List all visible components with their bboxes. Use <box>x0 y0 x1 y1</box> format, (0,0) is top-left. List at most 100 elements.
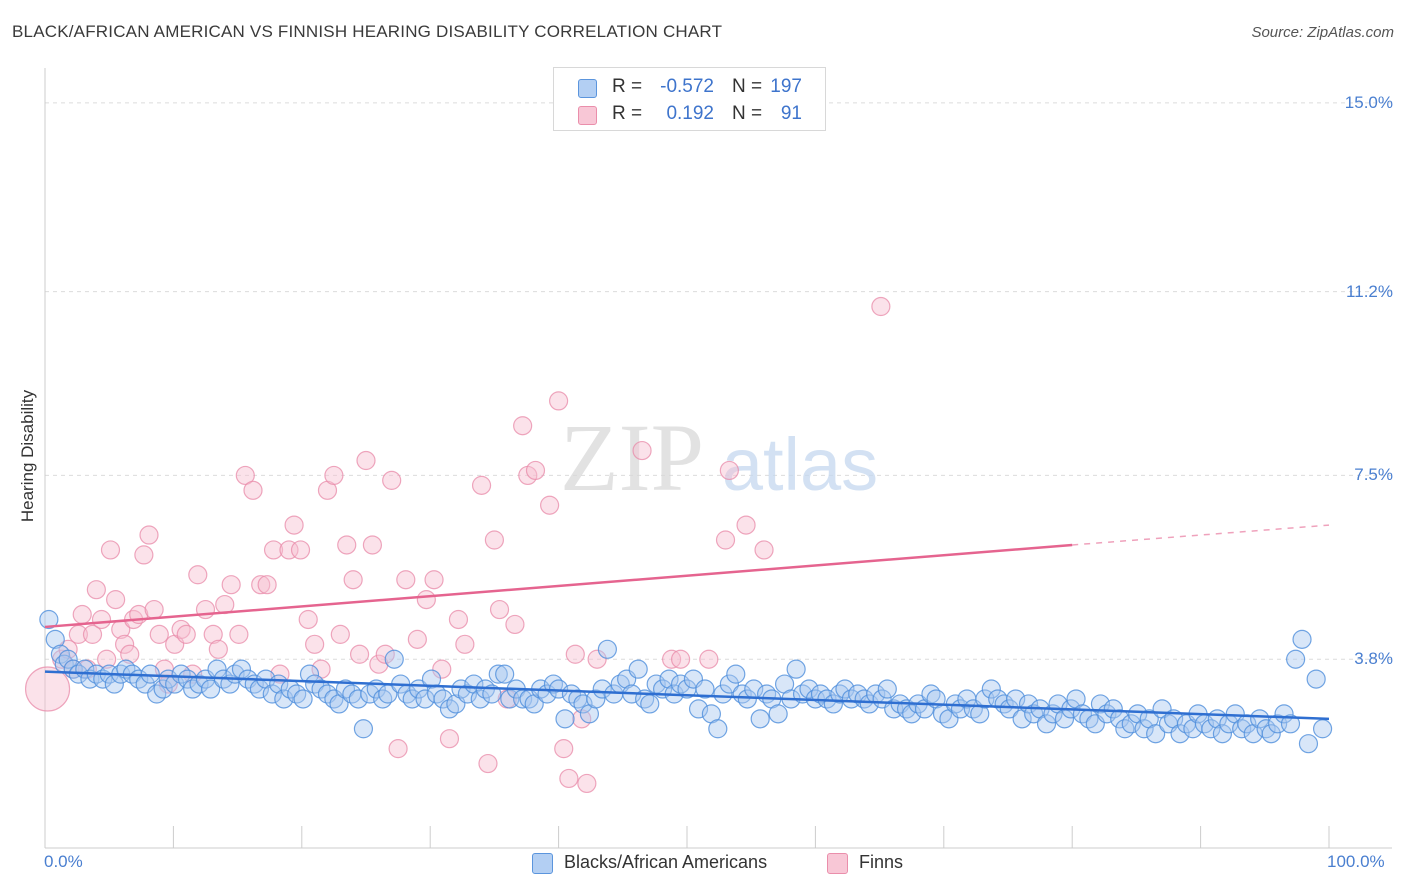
blacks-point <box>1280 714 1301 734</box>
bottom-legend-swatch-pink <box>827 853 848 874</box>
finns-point <box>540 495 560 515</box>
blacks-point <box>1306 669 1326 689</box>
blacks-point <box>981 679 1001 699</box>
finns-point <box>337 535 357 555</box>
blacks-point <box>1110 709 1130 729</box>
blacks-point <box>470 689 490 709</box>
finns-point <box>754 540 774 560</box>
legend-swatch-blue <box>578 79 597 98</box>
blacks-point <box>586 689 606 709</box>
finns-point <box>484 530 504 550</box>
blacks-point <box>1312 719 1333 739</box>
blacks-point <box>1146 724 1166 744</box>
blacks-point <box>201 679 221 699</box>
blacks-point <box>262 684 282 704</box>
finns-point <box>330 624 350 644</box>
finns-point <box>736 515 756 535</box>
blacks-point <box>189 674 209 694</box>
axes <box>44 68 1392 849</box>
finns-point <box>100 540 121 560</box>
chart-title: BLACK/AFRICAN AMERICAN VS FINNISH HEARIN… <box>12 22 723 41</box>
legend-r-label: R = <box>612 103 643 124</box>
finns-point <box>362 535 383 555</box>
blacks-point <box>39 609 59 630</box>
finns-point <box>478 753 498 774</box>
blacks-point <box>1103 699 1123 719</box>
blacks-point <box>555 709 575 729</box>
finns-point <box>176 624 196 644</box>
blacks-point <box>165 674 185 694</box>
blacks-point <box>457 684 478 704</box>
finns-point <box>343 570 363 590</box>
finns-point <box>548 391 569 411</box>
blacks-point <box>488 664 508 684</box>
bottom-legend-swatch-blue <box>532 853 553 874</box>
finns-point <box>91 609 112 630</box>
finns-point <box>72 604 92 625</box>
y-tick-label: 3.8% <box>1354 649 1393 669</box>
finns-point <box>439 729 460 749</box>
finns-point <box>577 773 597 794</box>
correlation-legend: R = -0.572 N = 197 R = 0.192 N = 91 <box>553 67 826 131</box>
blacks-point <box>171 664 191 684</box>
legend-row-blacks: R = -0.572 N = 197 <box>554 74 825 100</box>
finns-point <box>505 614 525 635</box>
finns-point <box>106 590 126 610</box>
finns-point <box>284 515 304 535</box>
finns-point <box>257 575 277 595</box>
finns-point <box>407 629 427 649</box>
finns-point <box>97 649 117 669</box>
finns-trend-line <box>44 543 1073 629</box>
blacks-point <box>708 719 728 739</box>
blacks-point <box>1286 649 1306 669</box>
legend-n-value: 197 <box>770 76 802 97</box>
finns-point <box>587 649 607 669</box>
blacks-point <box>726 664 746 684</box>
blacks-point <box>786 659 806 679</box>
finns-point <box>632 440 652 461</box>
blacks-point <box>482 684 502 704</box>
finns-point <box>719 460 739 481</box>
x-tick-min: 0.0% <box>44 852 83 871</box>
finns-point <box>279 540 299 560</box>
blacks-point <box>335 679 356 699</box>
blacks-point <box>628 659 648 679</box>
finns-point <box>565 644 585 664</box>
finns-point <box>424 570 444 590</box>
finns-point <box>82 624 103 644</box>
trend-lines <box>44 524 1330 721</box>
finns-point <box>489 599 510 620</box>
blacks-point <box>1115 719 1135 739</box>
blacks-point <box>877 679 897 699</box>
blacks-point <box>659 669 679 689</box>
finns-point <box>144 599 164 620</box>
finns-point <box>871 296 891 317</box>
blacks-point <box>353 719 374 739</box>
finns-point <box>251 575 271 595</box>
finns-point <box>305 634 325 654</box>
blacks-point <box>305 674 325 694</box>
blacks-point <box>670 674 691 694</box>
finns-point <box>24 666 71 712</box>
finns-point <box>188 565 208 585</box>
source-label: Source: ZipAtlas.com <box>1251 24 1394 41</box>
finns-point <box>471 475 492 495</box>
blacks-point <box>1212 724 1233 744</box>
finns-point <box>448 609 469 630</box>
legend-r-label: R = <box>612 76 643 97</box>
legend-n-label: N = <box>732 76 763 97</box>
blacks-point <box>1090 694 1111 714</box>
blacks-point <box>1134 719 1154 739</box>
blacks-point <box>597 639 617 659</box>
legend-swatch-pink <box>578 106 597 125</box>
blacks-point <box>274 689 294 709</box>
blacks-point <box>451 679 471 699</box>
finns-point <box>513 416 533 436</box>
legend-n-value: 91 <box>780 103 802 124</box>
finns-point <box>134 545 154 565</box>
finns-point <box>120 644 140 664</box>
finns-point <box>290 540 311 560</box>
blacks-point <box>810 684 831 704</box>
finns-point <box>86 580 106 600</box>
